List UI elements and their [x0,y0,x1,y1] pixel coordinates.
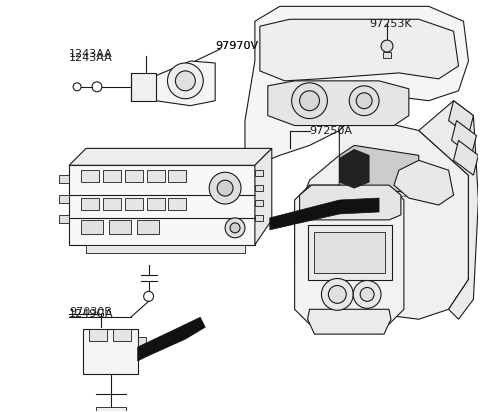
Bar [113,329,131,341]
Bar [103,198,121,210]
Bar [109,220,131,234]
Circle shape [175,71,195,91]
Bar [81,198,99,210]
Polygon shape [138,317,205,361]
Circle shape [349,86,379,116]
Text: 97970V: 97970V [215,41,258,51]
Bar [255,200,263,206]
Text: 97253K: 97253K [369,19,412,29]
Circle shape [144,291,154,301]
Bar [168,198,186,210]
Polygon shape [255,148,272,245]
Text: 1243AA: 1243AA [69,49,113,59]
Polygon shape [419,101,479,319]
Polygon shape [69,165,255,245]
Bar [103,170,121,182]
Bar [86,245,245,253]
Circle shape [322,279,353,310]
Circle shape [217,180,233,196]
Polygon shape [270,198,379,230]
Circle shape [360,288,374,301]
Circle shape [225,218,245,238]
Bar [168,170,186,182]
Text: 1243AA: 1243AA [69,53,113,63]
Bar [255,185,263,191]
Text: 97970V: 97970V [215,41,258,51]
Polygon shape [295,116,468,319]
Bar [314,232,385,273]
Polygon shape [300,185,401,220]
Bar [125,198,143,210]
Circle shape [356,93,372,109]
Polygon shape [156,61,215,106]
Text: 1249GA: 1249GA [69,309,114,319]
Polygon shape [449,101,473,136]
Text: 97250A: 97250A [310,126,352,136]
Bar [59,195,69,203]
Bar [146,170,165,182]
Circle shape [353,281,381,308]
Polygon shape [260,19,458,81]
Bar [89,329,107,341]
Bar [146,198,165,210]
Circle shape [292,83,327,119]
Bar [125,170,143,182]
Bar [81,220,103,234]
Circle shape [73,83,81,91]
Polygon shape [452,121,476,155]
Bar [81,170,99,182]
Bar [255,170,263,176]
Circle shape [168,63,203,99]
Polygon shape [69,148,272,165]
Bar [137,220,158,234]
Circle shape [328,286,346,303]
Polygon shape [245,6,468,165]
Polygon shape [295,185,404,324]
Circle shape [230,223,240,233]
Polygon shape [308,309,391,334]
Text: 97030B: 97030B [69,307,112,317]
Bar [59,175,69,183]
Bar [83,329,138,374]
Circle shape [209,172,241,204]
Polygon shape [339,150,369,188]
Polygon shape [131,73,156,101]
Bar [96,407,126,412]
Polygon shape [454,140,479,175]
Bar [138,337,145,351]
Bar [383,52,391,58]
Circle shape [300,91,320,111]
Bar [308,225,392,279]
Polygon shape [394,160,454,205]
Polygon shape [268,81,409,126]
Bar [255,215,263,221]
Polygon shape [339,145,419,192]
Circle shape [92,82,102,92]
Circle shape [381,40,393,52]
Bar [59,215,69,223]
